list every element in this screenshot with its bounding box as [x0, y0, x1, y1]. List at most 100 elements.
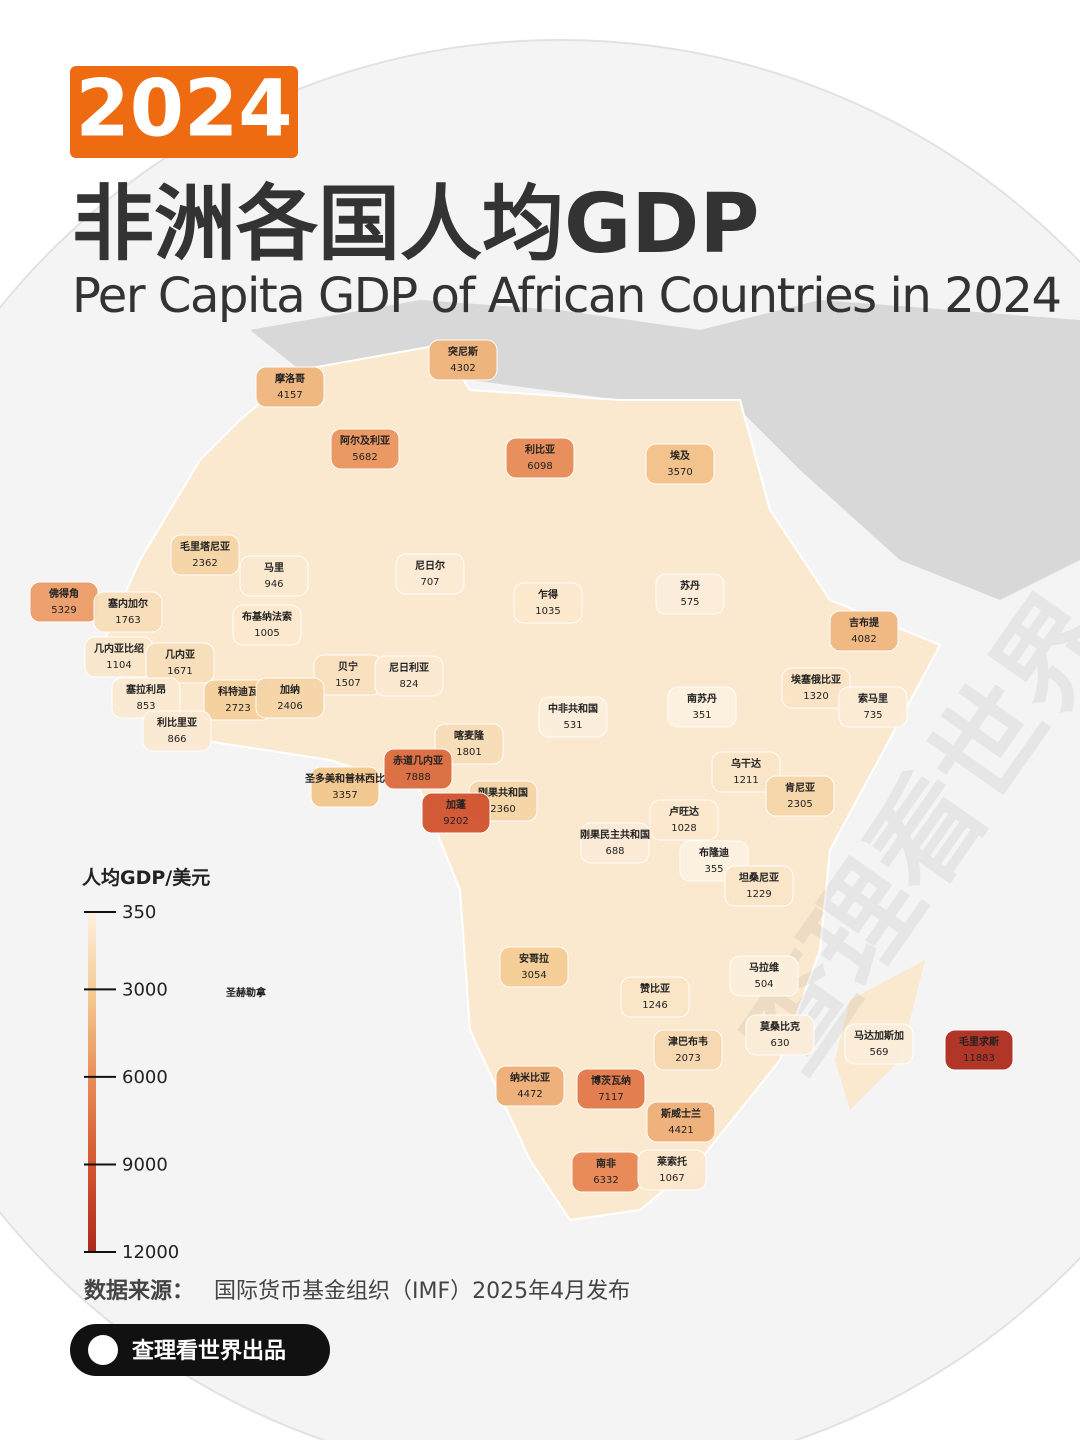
year-badge-bg: [70, 66, 298, 158]
country-value: 1005: [254, 628, 279, 639]
country-value: 3570: [667, 467, 692, 478]
country-value: 946: [264, 579, 283, 590]
country-name: 圣多美和普林西比: [305, 772, 385, 785]
country-value: 504: [754, 979, 773, 990]
country: [84, 636, 154, 678]
country: [93, 591, 163, 633]
country-name: 加蓬: [445, 798, 467, 811]
country: [667, 686, 737, 728]
country: [571, 1151, 641, 1193]
country-name: 津巴布韦: [668, 1035, 708, 1048]
year-badge: 2024: [75, 64, 292, 154]
country-value: 824: [399, 679, 418, 690]
legend-tick-label: 12000: [122, 1242, 179, 1263]
country-value: 1104: [106, 660, 131, 671]
country-value: 688: [605, 846, 624, 857]
legend-tick-label: 3000: [122, 979, 168, 1000]
subtitle: Per Capita GDP of African Countries in 2…: [72, 268, 1062, 324]
country-value: 2406: [277, 701, 302, 712]
country-name: 刚果民主共和国: [580, 828, 650, 841]
country-value: 9202: [443, 816, 468, 827]
country: [29, 581, 99, 623]
country: [428, 339, 498, 381]
country: [838, 686, 908, 728]
country-value: 1035: [535, 606, 560, 617]
country-value: 351: [692, 710, 711, 721]
country-name: 突尼斯: [448, 345, 478, 358]
country: [829, 610, 899, 652]
country: [434, 723, 504, 765]
country: [383, 748, 453, 790]
country-value: 575: [680, 597, 699, 608]
country: [255, 677, 325, 719]
country-name: 埃及: [670, 449, 691, 462]
country-name: 布基纳法索: [242, 610, 292, 623]
legend-ticks: 350 3000 6000 9000 12000: [84, 902, 179, 1263]
country-name: 南非: [596, 1157, 616, 1170]
country-name: 坦桑尼亚: [739, 871, 779, 884]
country: [649, 799, 719, 841]
country-name: 索马里: [858, 692, 888, 705]
country-name: 斯威士兰: [661, 1107, 701, 1120]
legend-tick-label: 6000: [122, 1067, 168, 1088]
country-value: 1246: [642, 1000, 667, 1011]
country-value: 5682: [352, 452, 377, 463]
country: [576, 1068, 646, 1110]
country-name: 中非共和国: [548, 702, 598, 715]
country-name: 加纳: [279, 683, 300, 696]
country: [655, 573, 725, 615]
title: 非洲各国人均GDP: [72, 177, 759, 272]
country-value: 2360: [490, 804, 515, 815]
country-name: 塞拉利昂: [126, 683, 166, 696]
country-value: 6332: [593, 1175, 618, 1186]
country-name: 塞内加尔: [108, 597, 148, 610]
country: [505, 437, 575, 479]
country-name: 肯尼亚: [785, 781, 815, 794]
country: [944, 1029, 1014, 1071]
country: [421, 792, 491, 834]
country: [765, 775, 835, 817]
legend-bar: [88, 912, 96, 1252]
country: [711, 751, 781, 793]
countries: 突尼斯 4302 摩洛哥 4157 阿尔及利亚 5682 利比亚 6098 埃及 3570 毛里塔尼…: [29, 339, 1014, 1193]
country-name: 莫桑比克: [759, 1020, 800, 1033]
country-value: 3357: [332, 790, 357, 801]
country-value: 4157: [277, 390, 302, 401]
country-name: 毛里塔尼亚: [180, 540, 230, 553]
country-name: 莱索托: [657, 1155, 687, 1168]
country-name: 科特迪瓦: [218, 685, 258, 698]
country-value: 853: [136, 701, 155, 712]
country: [645, 443, 715, 485]
country-value: 4472: [517, 1089, 542, 1100]
country-value: 1229: [746, 889, 771, 900]
country: [538, 696, 608, 738]
country: [142, 710, 212, 752]
country-value: 2723: [225, 703, 250, 714]
brand-bg: [70, 1324, 330, 1376]
country-name: 几内亚比绍: [94, 642, 144, 655]
country-value: 7888: [405, 772, 430, 783]
country-value: 1211: [733, 775, 758, 786]
brand-logo: [88, 1335, 118, 1365]
country-name: 利比亚: [525, 443, 555, 456]
country-name: 纳米比亚: [510, 1071, 550, 1084]
country: [145, 642, 215, 684]
country: [729, 955, 799, 997]
country-name: 南苏丹: [687, 692, 717, 705]
source: 国际货币基金组织（IMF）2025年4月发布: [214, 1279, 630, 1304]
country-value: 707: [420, 577, 439, 588]
country-name: 马达加斯加: [854, 1029, 904, 1042]
country-name: 乍得: [538, 588, 558, 601]
country-value: 6098: [527, 461, 552, 472]
country-value: 735: [863, 710, 882, 721]
country-name: 赤道几内亚: [393, 754, 443, 767]
country-name: 乌干达: [731, 757, 761, 770]
country: [374, 655, 444, 697]
country: [646, 1101, 716, 1143]
country-value: 2305: [787, 799, 812, 810]
country: [844, 1023, 914, 1065]
country-value: 4302: [450, 363, 475, 374]
country-name: 佛得角: [48, 587, 79, 600]
country-value: 2362: [192, 558, 217, 569]
